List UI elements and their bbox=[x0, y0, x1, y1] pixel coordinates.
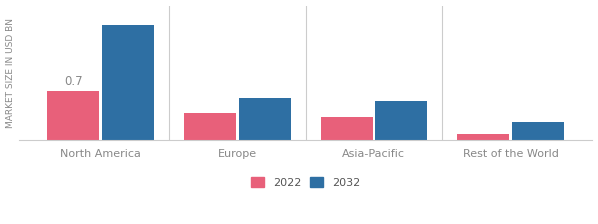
Bar bbox=[321, 117, 373, 140]
Bar bbox=[512, 122, 564, 140]
Legend: 2022, 2032: 2022, 2032 bbox=[247, 174, 364, 192]
Bar bbox=[376, 101, 427, 140]
Bar bbox=[239, 98, 291, 140]
Text: 0.7: 0.7 bbox=[64, 75, 83, 88]
Bar bbox=[184, 113, 236, 140]
Y-axis label: MARKET SIZE IN USD BN: MARKET SIZE IN USD BN bbox=[5, 18, 14, 128]
Bar bbox=[102, 25, 154, 140]
Bar bbox=[457, 134, 509, 140]
Bar bbox=[47, 91, 99, 140]
